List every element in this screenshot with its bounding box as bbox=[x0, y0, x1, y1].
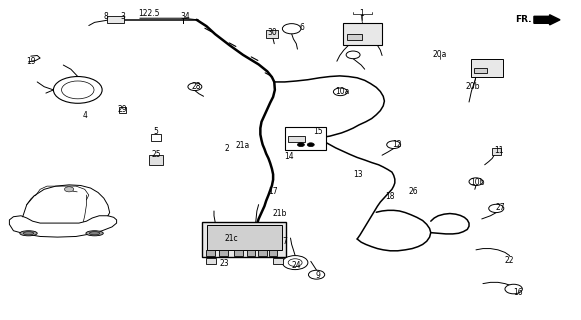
Ellipse shape bbox=[89, 232, 100, 235]
Circle shape bbox=[307, 143, 314, 147]
Bar bbox=[343, 23, 382, 45]
Text: FR.: FR. bbox=[515, 15, 532, 24]
Text: 12: 12 bbox=[392, 140, 401, 149]
Ellipse shape bbox=[23, 232, 34, 235]
Bar bbox=[234, 251, 243, 256]
Bar bbox=[149, 155, 163, 165]
Text: 11: 11 bbox=[494, 146, 504, 155]
Circle shape bbox=[489, 204, 504, 212]
Bar bbox=[347, 35, 361, 40]
Circle shape bbox=[288, 259, 302, 267]
Circle shape bbox=[53, 76, 102, 103]
Circle shape bbox=[505, 284, 522, 294]
Bar bbox=[119, 107, 126, 113]
Bar bbox=[247, 251, 256, 256]
Bar bbox=[288, 136, 305, 142]
Text: 24: 24 bbox=[292, 261, 301, 270]
Bar bbox=[266, 30, 278, 38]
Bar bbox=[206, 259, 216, 264]
Text: 29: 29 bbox=[117, 105, 127, 114]
Bar bbox=[107, 16, 124, 23]
Text: 21b: 21b bbox=[273, 209, 287, 218]
Bar bbox=[206, 251, 215, 256]
Text: 10a: 10a bbox=[335, 87, 350, 96]
Text: 1: 1 bbox=[359, 9, 364, 18]
Text: 8: 8 bbox=[104, 12, 109, 21]
Circle shape bbox=[333, 88, 347, 96]
Text: 10b: 10b bbox=[470, 178, 485, 187]
Circle shape bbox=[282, 256, 308, 270]
Text: 3: 3 bbox=[120, 12, 125, 21]
Text: 20b: 20b bbox=[466, 82, 480, 91]
Bar bbox=[492, 148, 501, 155]
Circle shape bbox=[62, 81, 94, 99]
Bar bbox=[207, 225, 282, 250]
Text: 25: 25 bbox=[151, 150, 161, 159]
Circle shape bbox=[469, 178, 483, 186]
Text: 2: 2 bbox=[224, 144, 229, 153]
Text: 16: 16 bbox=[513, 288, 522, 297]
Text: 30: 30 bbox=[267, 28, 277, 37]
Text: 14: 14 bbox=[285, 152, 294, 161]
Text: 6: 6 bbox=[300, 23, 304, 32]
Text: 21a: 21a bbox=[236, 141, 250, 150]
Text: 19: 19 bbox=[26, 57, 35, 66]
Text: 22: 22 bbox=[505, 256, 514, 265]
Text: 20a: 20a bbox=[433, 50, 447, 59]
Bar bbox=[151, 133, 162, 140]
FancyArrow shape bbox=[534, 15, 560, 25]
Text: 5: 5 bbox=[153, 127, 159, 136]
Text: 17: 17 bbox=[268, 188, 278, 196]
Circle shape bbox=[297, 143, 304, 147]
Text: 15: 15 bbox=[314, 127, 323, 136]
Ellipse shape bbox=[20, 231, 37, 236]
Text: 28: 28 bbox=[192, 82, 202, 91]
Bar bbox=[259, 251, 267, 256]
Text: 18: 18 bbox=[385, 192, 395, 201]
Bar bbox=[269, 251, 278, 256]
Text: 26: 26 bbox=[408, 188, 418, 196]
Text: 13: 13 bbox=[353, 170, 363, 179]
Text: 34: 34 bbox=[180, 12, 190, 21]
Circle shape bbox=[387, 141, 401, 148]
Circle shape bbox=[346, 51, 360, 59]
Ellipse shape bbox=[86, 231, 103, 236]
Circle shape bbox=[64, 187, 74, 192]
Bar bbox=[202, 222, 286, 257]
Text: 7: 7 bbox=[282, 237, 287, 246]
Polygon shape bbox=[9, 216, 117, 237]
Bar bbox=[471, 59, 503, 76]
Bar bbox=[220, 251, 228, 256]
Bar bbox=[272, 259, 283, 264]
Text: 27: 27 bbox=[496, 203, 505, 212]
Text: 23: 23 bbox=[219, 259, 229, 268]
Bar bbox=[285, 126, 327, 150]
Text: 122.5: 122.5 bbox=[138, 9, 159, 18]
Text: 9: 9 bbox=[316, 271, 321, 280]
Circle shape bbox=[282, 24, 301, 34]
Circle shape bbox=[309, 270, 325, 279]
Text: 4: 4 bbox=[83, 111, 87, 120]
Bar bbox=[474, 68, 487, 73]
Circle shape bbox=[188, 83, 202, 91]
Text: 21c: 21c bbox=[225, 234, 238, 243]
